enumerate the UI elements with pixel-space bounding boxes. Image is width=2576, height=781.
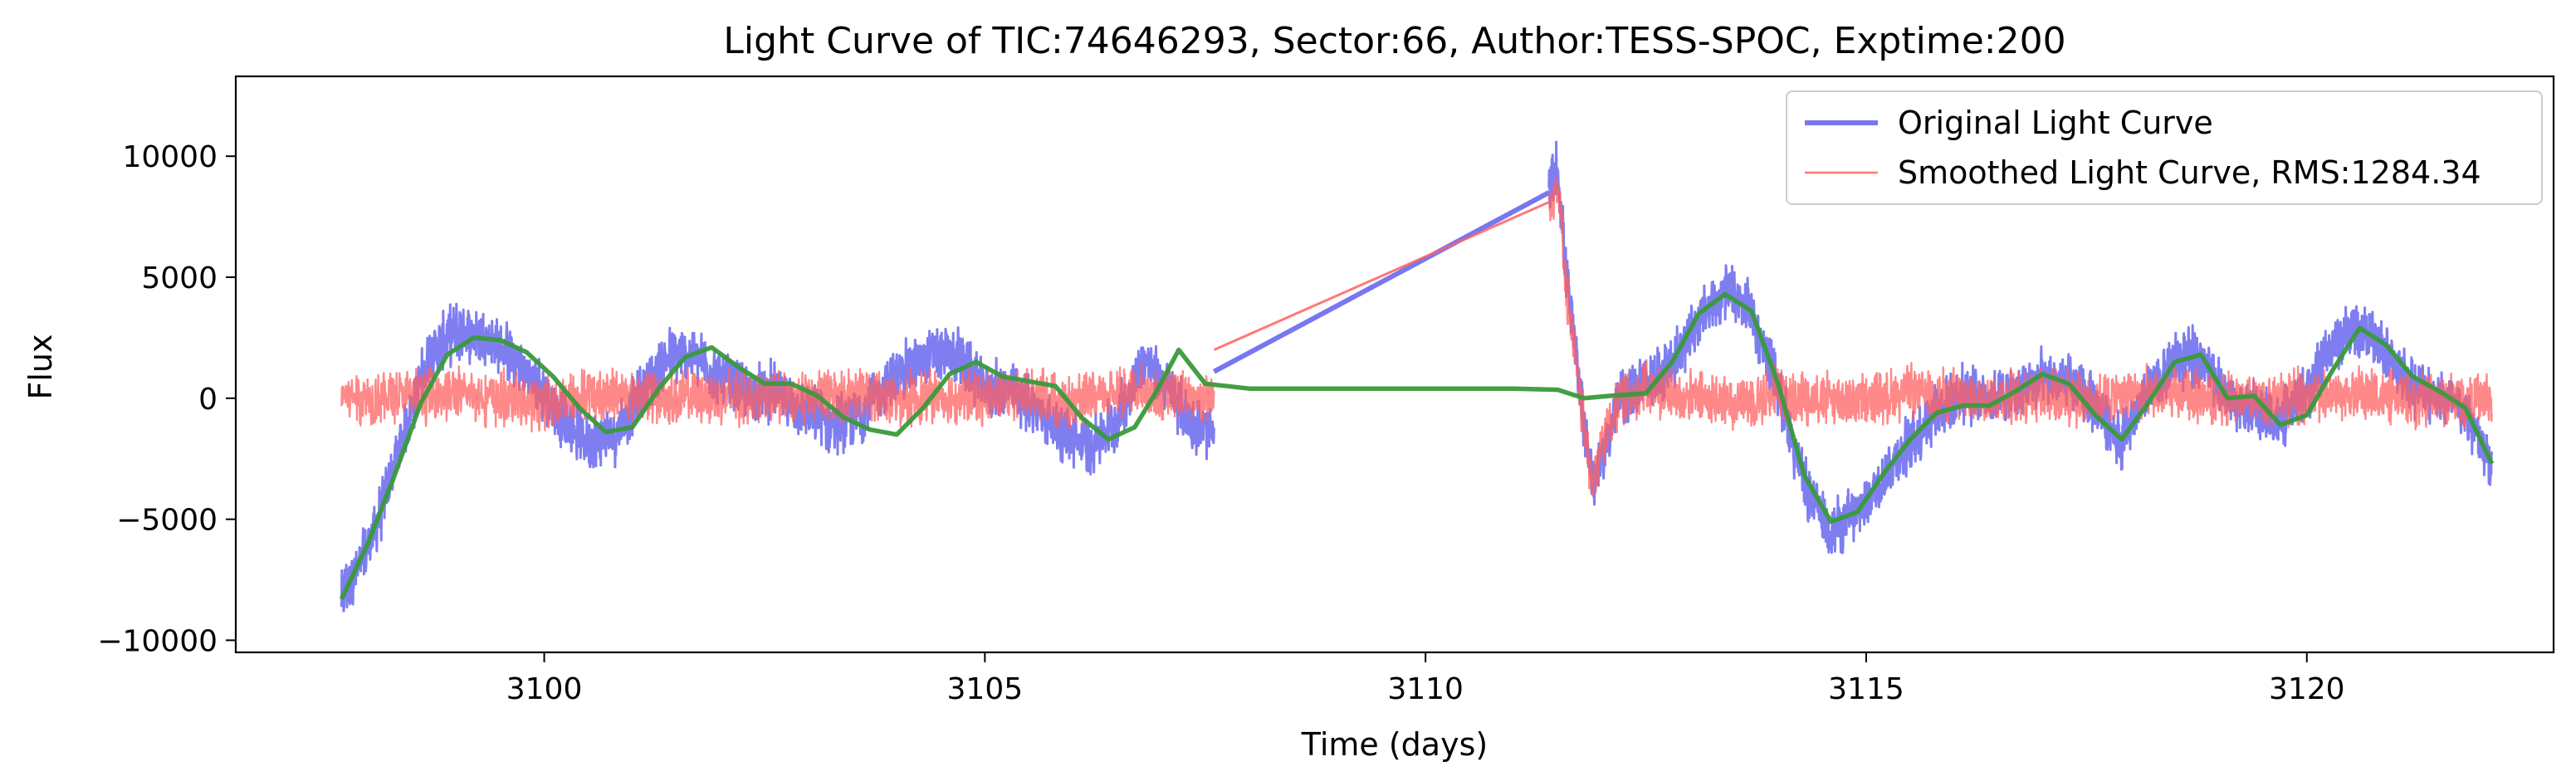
x-tick-label: 3110	[1387, 672, 1464, 706]
plot-series-group	[339, 140, 2495, 613]
x-tick-label: 3105	[947, 672, 1024, 706]
x-tick-label: 3100	[506, 672, 583, 706]
series-gap-bridge-2	[1213, 201, 1550, 351]
legend-entry-1: Original Light Curve	[1898, 105, 2213, 141]
y-tick-label: 0	[198, 383, 218, 417]
legend: Original Light Curve Smoothed Light Curve…	[1786, 90, 2543, 205]
legend-box	[1786, 90, 2543, 205]
series-gap-bridge-1	[1212, 190, 1551, 374]
axes-group: 3100 3105 3110 3115 3120 −10000 −5000 0 5000 1000…	[97, 75, 2555, 706]
legend-entry-2: Smoothed Light Curve, RMS:1284.34	[1898, 154, 2481, 191]
y-tick-label: 5000	[141, 261, 218, 295]
series-line-3	[339, 291, 2495, 600]
x-tick-label: 3115	[1828, 672, 1904, 706]
x-axis-label: Time (days)	[1301, 726, 1488, 763]
y-tick-label: 10000	[122, 140, 218, 174]
chart-title: Light Curve of TIC:74646293, Sector:66, …	[723, 20, 2065, 62]
y-axis-label: Flux	[22, 334, 59, 400]
y-tick-label: −5000	[116, 504, 218, 538]
plot-frame	[234, 75, 2555, 654]
x-tick-label: 3120	[2269, 672, 2345, 706]
series-line-2	[340, 177, 2493, 498]
y-tick-label: −10000	[97, 624, 218, 658]
